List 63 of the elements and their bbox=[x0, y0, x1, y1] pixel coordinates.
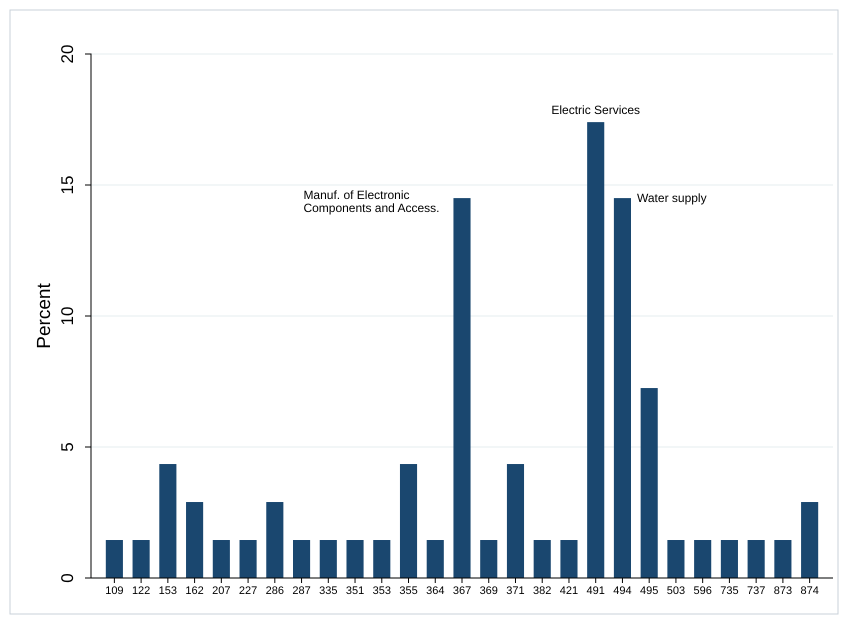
y-tick-label: 10 bbox=[58, 306, 77, 326]
y-tick-label: 20 bbox=[58, 44, 77, 64]
x-tick-label: 495 bbox=[640, 584, 658, 597]
bar bbox=[453, 198, 471, 578]
x-tick-label: 369 bbox=[480, 584, 498, 597]
bar bbox=[426, 540, 444, 578]
x-tick-label: 355 bbox=[399, 584, 418, 597]
y-tick-label: 15 bbox=[58, 176, 77, 194]
bar bbox=[400, 464, 418, 578]
x-tick-label: 353 bbox=[372, 584, 391, 597]
bar bbox=[186, 502, 204, 578]
x-tick-label: 737 bbox=[746, 584, 766, 597]
x-tick-label: 494 bbox=[613, 584, 632, 597]
bar bbox=[159, 464, 176, 578]
x-tick-label: 421 bbox=[560, 584, 578, 597]
x-tick-label: 367 bbox=[452, 584, 472, 597]
bar bbox=[346, 540, 364, 578]
x-tick-label: 227 bbox=[238, 584, 258, 597]
bar bbox=[801, 502, 818, 578]
bar bbox=[212, 540, 230, 578]
x-tick-label: 286 bbox=[266, 584, 284, 597]
x-tick-label: 874 bbox=[800, 584, 819, 597]
y-tick-label: 0 bbox=[58, 573, 77, 583]
x-tick-label: 382 bbox=[533, 584, 552, 597]
x-tick-label: 335 bbox=[319, 584, 338, 597]
x-tick-label: 153 bbox=[158, 584, 178, 597]
y-tick-label: 5 bbox=[58, 442, 77, 452]
bar bbox=[506, 464, 524, 578]
bar bbox=[774, 540, 792, 578]
x-tick-label: 491 bbox=[586, 584, 605, 597]
x-tick-label: 364 bbox=[426, 584, 444, 597]
bar bbox=[132, 540, 150, 578]
bar bbox=[560, 540, 578, 578]
annotation: Electric Services bbox=[551, 103, 640, 118]
bar bbox=[293, 540, 310, 578]
bar bbox=[667, 540, 684, 578]
bar bbox=[748, 540, 765, 578]
bar bbox=[640, 388, 658, 578]
bar bbox=[534, 540, 551, 578]
x-tick-label: 873 bbox=[774, 584, 792, 597]
x-tick-label: 735 bbox=[720, 584, 739, 597]
bar bbox=[240, 540, 257, 578]
x-tick-label: 207 bbox=[212, 584, 231, 597]
x-tick-label: 287 bbox=[292, 584, 311, 597]
bar bbox=[320, 540, 337, 578]
x-tick-label: 351 bbox=[346, 584, 364, 597]
bar bbox=[587, 122, 604, 578]
x-tick-label: 503 bbox=[666, 584, 686, 597]
x-tick-label: 109 bbox=[105, 584, 124, 597]
y-axis-title: Percent bbox=[34, 282, 55, 349]
bar bbox=[106, 540, 123, 578]
bar bbox=[720, 540, 738, 578]
bar bbox=[373, 540, 390, 578]
bar bbox=[614, 198, 631, 578]
annotation: Water supply bbox=[637, 191, 707, 206]
x-tick-label: 162 bbox=[185, 584, 204, 597]
x-tick-label: 122 bbox=[132, 584, 150, 597]
bar bbox=[694, 540, 712, 578]
bar bbox=[480, 540, 498, 578]
x-tick-label: 596 bbox=[693, 584, 712, 597]
x-tick-label: 371 bbox=[506, 584, 525, 597]
bar bbox=[266, 502, 284, 578]
annotation: Manuf. of Electronic Components and Access. bbox=[303, 188, 440, 216]
